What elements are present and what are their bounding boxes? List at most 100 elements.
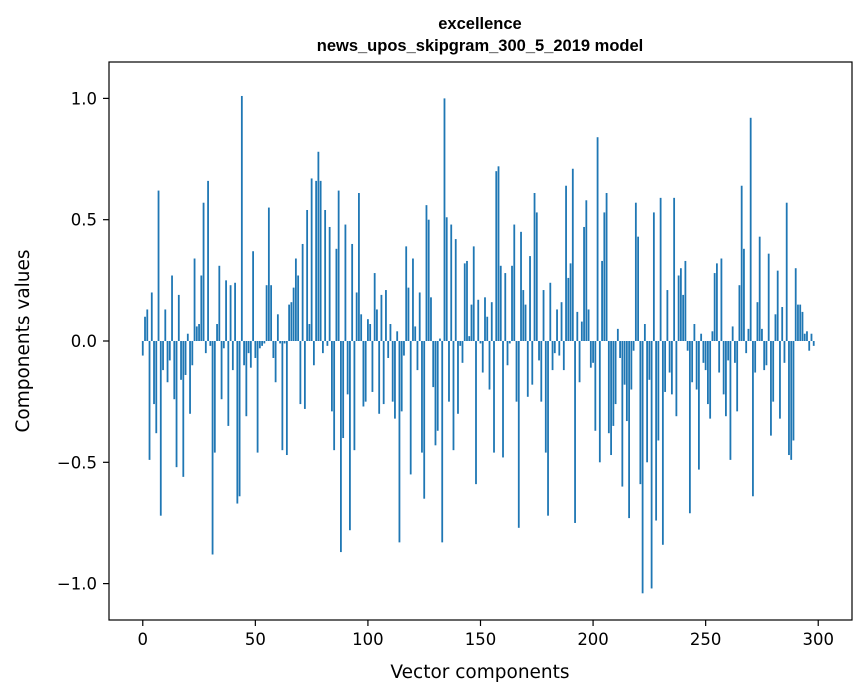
bar [337, 190, 340, 341]
bar [216, 324, 218, 341]
bar [619, 341, 621, 358]
bar [173, 341, 176, 400]
bar [531, 341, 534, 385]
bar [643, 324, 646, 341]
bar [184, 341, 187, 375]
bar [574, 341, 576, 523]
bar [731, 326, 734, 341]
bar [394, 341, 396, 419]
bar [283, 341, 286, 344]
bar [461, 341, 464, 363]
bar [628, 341, 630, 519]
bar [439, 338, 441, 341]
bar [486, 316, 489, 341]
bar [567, 277, 570, 341]
bar [436, 341, 439, 431]
bar [524, 304, 527, 341]
bar [396, 331, 399, 341]
bar [360, 314, 363, 341]
bar [790, 341, 793, 460]
bar [736, 341, 739, 412]
bar [459, 341, 462, 346]
x-tick-label: 100 [352, 630, 384, 649]
bar [761, 328, 763, 341]
bar [684, 260, 687, 341]
bar [709, 341, 712, 419]
bar [749, 117, 752, 341]
bar [792, 341, 795, 441]
bar [387, 341, 390, 358]
bar [198, 324, 200, 341]
bar [454, 239, 457, 341]
bar [448, 341, 450, 402]
bar [553, 341, 556, 354]
bar [353, 341, 356, 451]
bar [267, 207, 270, 341]
bar [245, 341, 248, 417]
bar [794, 268, 797, 341]
bar [162, 341, 164, 371]
bar [664, 341, 667, 392]
bar [704, 341, 707, 371]
bar [677, 275, 680, 341]
bar [720, 258, 723, 341]
bar [346, 341, 349, 395]
chart-title: excellence [438, 15, 521, 33]
bar [551, 341, 554, 371]
bar [249, 341, 252, 368]
bar [373, 273, 376, 341]
bar [202, 202, 205, 341]
bar [306, 209, 309, 341]
bar [450, 224, 453, 341]
bar [526, 341, 529, 397]
bar [328, 226, 331, 341]
bar [261, 341, 263, 346]
bar [168, 341, 171, 361]
bar [479, 341, 482, 344]
bar [177, 294, 180, 341]
bar [511, 265, 513, 341]
bar [747, 328, 750, 341]
bar [655, 341, 658, 521]
bar [583, 226, 585, 341]
bar [229, 285, 232, 341]
bar [180, 341, 182, 380]
bar [303, 341, 306, 409]
bar [666, 290, 669, 341]
bar [788, 341, 790, 456]
bar [698, 341, 700, 470]
bar [625, 341, 628, 422]
bar [808, 341, 811, 351]
bar [668, 341, 671, 373]
bar [727, 341, 730, 361]
bar [598, 341, 601, 463]
bar [542, 290, 545, 341]
bar [333, 341, 336, 451]
x-tick-label: 300 [802, 630, 834, 649]
bar [601, 260, 603, 341]
bar [385, 290, 387, 341]
bar [200, 275, 203, 341]
bar [218, 265, 221, 341]
bar [301, 243, 304, 341]
bar [344, 224, 347, 341]
y-tick-label: −1.0 [57, 575, 97, 594]
bar [378, 341, 381, 414]
bar [371, 341, 374, 392]
bar [389, 324, 392, 341]
bar [722, 341, 725, 395]
y-tick-label: −0.5 [57, 453, 97, 472]
bar [288, 304, 291, 341]
bar [146, 309, 149, 341]
x-tick-label: 250 [690, 630, 722, 649]
bar [191, 341, 194, 366]
bar [308, 324, 311, 341]
bar [351, 243, 354, 341]
bar [623, 341, 626, 385]
bar [317, 151, 320, 341]
bar [382, 341, 385, 405]
bar [661, 341, 664, 545]
bar [270, 285, 273, 341]
bar [718, 341, 721, 373]
bar [569, 263, 572, 341]
